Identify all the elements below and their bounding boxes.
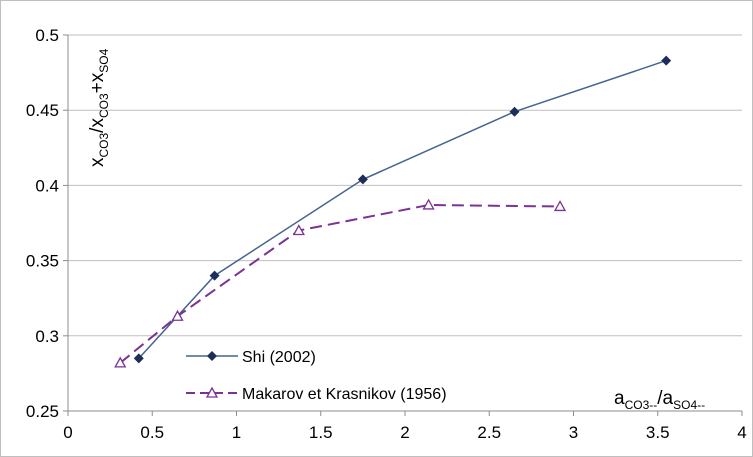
x-tick-label: 3 (569, 423, 578, 442)
series-group (114, 55, 672, 368)
x-axis-title: aCO3--/aSO4-- (614, 388, 705, 412)
data-point-diamond (209, 270, 220, 281)
data-point-diamond (133, 353, 144, 364)
x-tick-label: 0 (63, 423, 72, 442)
legend-label-makarov: Makarov et Krasnikov (1956) (242, 386, 447, 403)
x-tick-label: 4 (737, 423, 746, 442)
y-axis-title: xCO3/xCO3+xSO4 (87, 48, 111, 167)
data-point-triangle (171, 309, 184, 321)
legend-label-shi: Shi (2002) (242, 349, 316, 366)
gridlines (68, 34, 742, 412)
series-line-1 (119, 203, 561, 364)
data-point-triangle (292, 224, 305, 236)
data-point-diamond (509, 106, 520, 117)
legend-item-shi: Shi (2002) (186, 349, 316, 366)
legend: Shi (2002) Makarov et Krasnikov (1956) (186, 349, 447, 403)
data-point-triangle (422, 198, 435, 210)
y-tick-label: 0.45 (26, 101, 59, 120)
svg-text:aCO3--/aSO4--: aCO3--/aSO4-- (614, 388, 705, 412)
y-tick-label: 0.3 (35, 327, 59, 346)
y-tick-label: 0.25 (26, 402, 59, 421)
x-tick-label: 2.5 (477, 423, 501, 442)
svg-text:xCO3/xCO3+xSO4: xCO3/xCO3+xSO4 (87, 48, 111, 167)
data-point-diamond (357, 174, 368, 185)
axes: 0.25 0.3 0.35 0.4 0.45 0.5 0 0.5 1 1.5 2 2.5 3 3.5 4 (26, 26, 747, 442)
legend-marker-makarov (205, 386, 219, 398)
legend-marker-shi (207, 351, 217, 361)
y-tick-label: 0.5 (35, 26, 59, 45)
x-tick-label: 1 (232, 423, 241, 442)
x-tick-label: 1.5 (309, 423, 333, 442)
data-point-triangle (114, 356, 127, 368)
x-tick-label: 2 (400, 423, 409, 442)
x-tick-label: 0.5 (140, 423, 164, 442)
x-tick-label: 3.5 (646, 423, 670, 442)
data-point-diamond (661, 55, 672, 66)
legend-item-makarov: Makarov et Krasnikov (1956) (186, 386, 447, 403)
y-tick-label: 0.35 (26, 252, 59, 271)
data-point-triangle (553, 200, 567, 212)
y-tick-label: 0.4 (35, 176, 59, 195)
